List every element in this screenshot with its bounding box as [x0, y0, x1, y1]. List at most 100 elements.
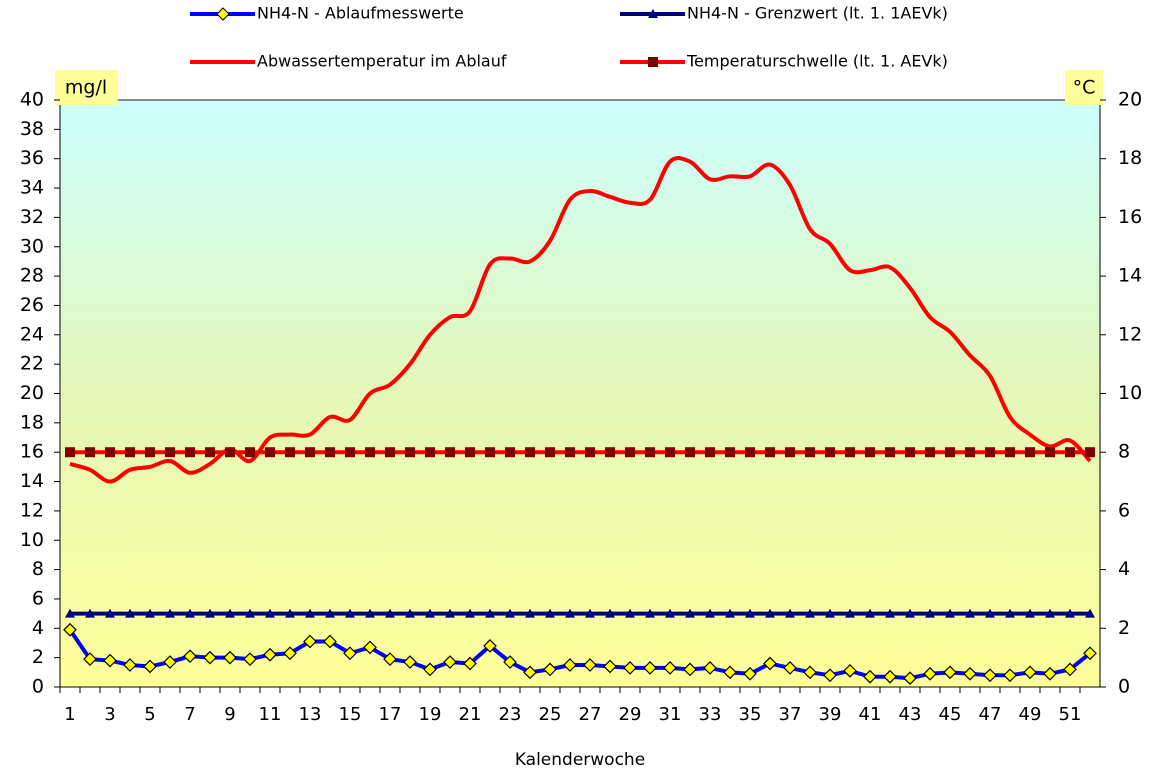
x-tick-label: 23 — [499, 704, 522, 725]
x-tick-label: 25 — [539, 704, 562, 725]
y-tick-label: 38 — [20, 118, 44, 140]
y-tick-label: 0 — [32, 676, 44, 698]
data-point — [265, 447, 275, 458]
data-point — [465, 608, 475, 618]
y-tick-label: 34 — [20, 177, 44, 199]
data-point — [285, 447, 295, 458]
data-point — [665, 608, 675, 618]
data-point — [505, 608, 515, 618]
data-point — [1065, 608, 1075, 618]
data-point — [743, 666, 757, 681]
y2-tick-label: 16 — [1118, 206, 1142, 228]
data-point — [805, 608, 815, 618]
y2-tick-label: 10 — [1118, 382, 1142, 404]
y-tick-label: 18 — [20, 411, 44, 433]
data-point — [805, 447, 815, 458]
data-point — [745, 447, 755, 458]
data-point — [305, 447, 315, 458]
data-point — [205, 608, 215, 618]
data-point — [263, 647, 277, 662]
data-point — [763, 656, 777, 671]
data-point — [883, 669, 897, 684]
data-point — [363, 640, 377, 655]
data-point — [945, 608, 955, 618]
data-point — [1005, 447, 1015, 458]
y-tick-label: 8 — [32, 558, 44, 580]
data-point — [1023, 665, 1037, 680]
y-tick-label: 36 — [20, 147, 44, 169]
data-point — [823, 668, 837, 683]
y2-tick-label: 0 — [1118, 676, 1130, 698]
data-point — [583, 658, 597, 672]
y2-tick-label: 18 — [1118, 147, 1142, 169]
data-point — [885, 608, 895, 618]
y-tick-label: 16 — [20, 441, 44, 463]
data-point — [925, 447, 935, 458]
data-point — [985, 447, 995, 458]
x-tick-label: 21 — [459, 704, 482, 725]
data-point — [343, 646, 357, 661]
data-point — [945, 447, 955, 458]
data-point — [1025, 608, 1035, 618]
data-point — [85, 447, 95, 458]
data-point — [385, 447, 395, 458]
data-point — [565, 447, 575, 458]
data-point — [1025, 447, 1035, 458]
data-point — [423, 662, 437, 677]
y2-tick-label: 6 — [1118, 499, 1130, 521]
data-point — [345, 447, 355, 458]
x-tick-label: 35 — [739, 704, 762, 725]
data-point — [65, 447, 75, 458]
data-point — [725, 608, 735, 618]
data-point — [543, 662, 557, 677]
data-point — [745, 608, 755, 618]
data-point — [305, 608, 315, 618]
data-point — [185, 608, 195, 618]
series-line — [68, 628, 1092, 681]
data-point — [365, 608, 375, 618]
data-point — [845, 447, 855, 458]
x-tick-label: 47 — [979, 704, 1002, 725]
data-point — [765, 608, 775, 618]
data-point — [405, 447, 415, 458]
data-point — [183, 649, 197, 664]
data-point — [905, 447, 915, 458]
data-point — [623, 661, 637, 675]
data-point — [625, 447, 635, 458]
data-point — [925, 608, 935, 618]
data-point — [585, 447, 595, 458]
data-point — [465, 447, 475, 458]
data-point — [905, 608, 915, 618]
data-point — [865, 608, 875, 618]
data-point — [1085, 608, 1095, 618]
data-point — [505, 447, 515, 458]
y2-tick-label: 12 — [1118, 323, 1142, 345]
data-point — [1043, 666, 1057, 681]
data-point — [345, 608, 355, 618]
data-point — [485, 608, 495, 618]
y2-tick-label: 4 — [1118, 558, 1130, 580]
x-tick-label: 51 — [1059, 704, 1082, 725]
data-point — [645, 447, 655, 458]
data-point — [205, 447, 215, 458]
data-point — [563, 658, 577, 672]
y-tick-label: 20 — [20, 382, 44, 404]
x-tick-label: 5 — [144, 704, 155, 725]
data-point — [123, 658, 137, 672]
data-point — [65, 608, 75, 618]
y-tick-label: 6 — [32, 587, 44, 609]
plot-area — [60, 100, 1100, 687]
y-tick-label: 40 — [20, 89, 44, 111]
data-point — [965, 447, 975, 458]
x-tick-label: 37 — [779, 704, 802, 725]
data-point — [285, 608, 295, 618]
x-tick-label: 39 — [819, 704, 842, 725]
data-point — [703, 661, 717, 675]
data-point — [643, 661, 657, 675]
data-point — [1085, 447, 1095, 458]
data-point — [165, 447, 175, 458]
data-point — [105, 608, 115, 618]
x-tick-label: 9 — [224, 704, 235, 725]
data-point — [843, 664, 857, 678]
